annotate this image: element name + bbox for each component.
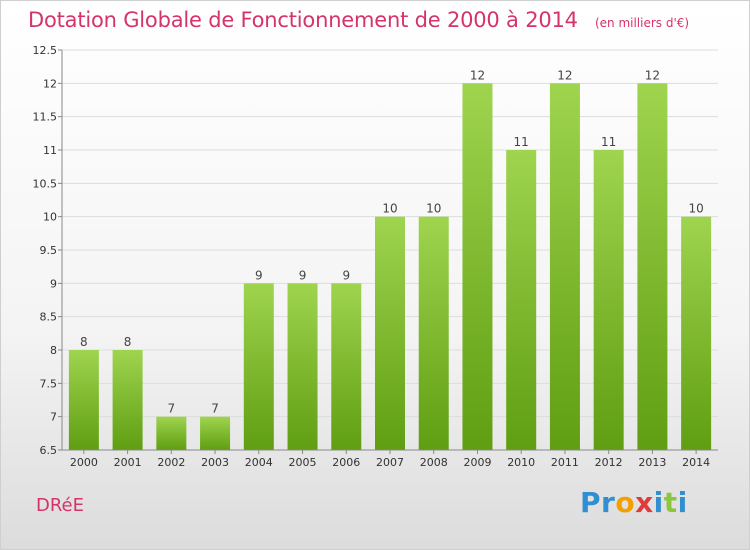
y-tick-label: 9 <box>50 277 57 290</box>
commune-name: DRéE <box>36 495 85 516</box>
bar <box>68 350 99 450</box>
logo-letter: i <box>677 486 688 519</box>
y-tick-label: 8 <box>50 344 57 357</box>
labels: 6.5 7 7.5 8 8.5 9 9.5 10 10.5 11 11.5 12 12.5 8 2000 8 2… <box>33 44 711 469</box>
x-tick-label: 2012 <box>595 456 623 469</box>
bar-value-label: 8 <box>124 335 132 349</box>
bar <box>418 216 449 450</box>
bar <box>593 150 624 450</box>
bars <box>68 83 712 450</box>
x-tick-label: 2014 <box>682 456 710 469</box>
x-tick-label: 2009 <box>463 456 491 469</box>
x-tick-label: 2006 <box>332 456 360 469</box>
y-tick-label: 11.5 <box>33 111 58 124</box>
x-tick-label: 2002 <box>157 456 185 469</box>
bar-value-label: 11 <box>601 135 616 149</box>
logo-letter: t <box>663 486 678 519</box>
bar <box>681 216 712 450</box>
x-tick-label: 2007 <box>376 456 404 469</box>
bar <box>506 150 537 450</box>
y-tick-label: 10.5 <box>33 177 58 190</box>
chart-title-block: Dotation Globale de Fonctionnement de 20… <box>28 8 689 32</box>
logo-letter: x <box>635 486 654 519</box>
y-tick-label: 7.5 <box>40 377 58 390</box>
bar-value-label: 11 <box>514 135 529 149</box>
y-tick-label: 8.5 <box>40 311 58 324</box>
chart-subtitle: (en milliers d'€) <box>594 16 690 30</box>
bar-value-label: 7 <box>168 402 176 416</box>
chart-title: Dotation Globale de Fonctionnement de 20… <box>28 8 578 32</box>
x-tick-label: 2000 <box>70 456 98 469</box>
bar-value-label: 10 <box>426 202 441 216</box>
y-tick-label: 7 <box>50 411 57 424</box>
bar-value-label: 9 <box>342 268 350 282</box>
bar-value-label: 10 <box>688 202 703 216</box>
axes <box>58 49 718 454</box>
bar <box>462 83 493 450</box>
proxiti-logo[interactable]: Proxiti <box>580 486 688 519</box>
bar <box>112 350 143 450</box>
logo-letter: i <box>653 486 664 519</box>
x-tick-label: 2013 <box>638 456 666 469</box>
x-tick-label: 2001 <box>114 456 142 469</box>
bar <box>200 416 231 450</box>
y-tick-label: 11 <box>43 144 57 157</box>
y-tick-label: 12 <box>43 77 57 90</box>
bar-value-label: 12 <box>470 68 485 82</box>
x-tick-label: 2003 <box>201 456 229 469</box>
bar-value-label: 12 <box>557 68 572 82</box>
bar <box>331 283 362 450</box>
bar-value-label: 12 <box>645 68 660 82</box>
bar-value-label: 9 <box>299 268 307 282</box>
x-tick-label: 2011 <box>551 456 579 469</box>
bar-value-label: 9 <box>255 268 263 282</box>
y-tick-label: 9.5 <box>40 244 58 257</box>
bar <box>287 283 318 450</box>
y-tick-label: 6.5 <box>40 444 58 457</box>
bar <box>375 216 405 450</box>
logo-letter: o <box>615 486 636 519</box>
logo-letter: P <box>580 486 602 519</box>
x-tick-label: 2004 <box>245 456 273 469</box>
bar <box>549 83 580 450</box>
x-tick-label: 2005 <box>289 456 317 469</box>
y-tick-label: 12.5 <box>33 44 58 57</box>
bar-value-label: 7 <box>211 402 219 416</box>
bar <box>637 83 668 450</box>
y-tick-label: 10 <box>43 211 57 224</box>
bar <box>156 416 187 450</box>
bar-value-label: 8 <box>80 335 88 349</box>
bar-value-label: 10 <box>382 202 397 216</box>
bar <box>243 283 274 450</box>
x-tick-label: 2010 <box>507 456 535 469</box>
x-tick-label: 2008 <box>420 456 448 469</box>
logo-letter: r <box>601 486 616 519</box>
